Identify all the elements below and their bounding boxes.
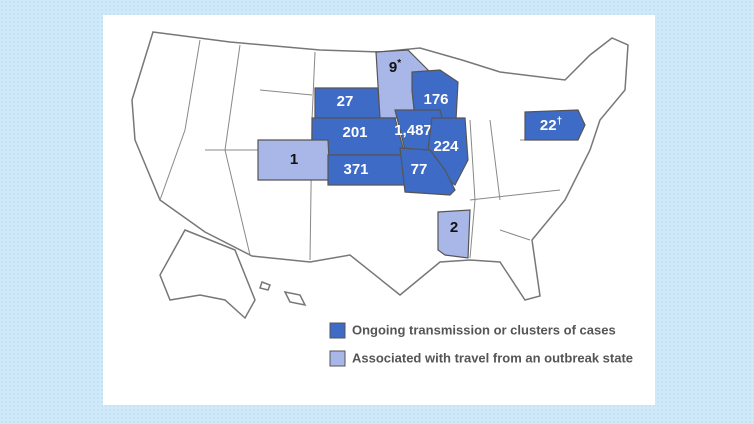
legend-label: Ongoing transmission or clusters of case… xyxy=(352,322,616,337)
region-value: 371 xyxy=(343,161,368,178)
legend-swatch xyxy=(329,350,346,367)
state-region xyxy=(437,209,471,259)
region-value: 1,487 xyxy=(394,122,432,139)
region-value: 1 xyxy=(290,151,298,168)
region-note: † xyxy=(557,116,563,127)
hawaii xyxy=(283,290,307,307)
region-label: 1,487 xyxy=(394,122,432,139)
region-label: 176 xyxy=(423,91,448,108)
region-label: 77 xyxy=(411,161,428,178)
region-value: 176 xyxy=(423,91,448,108)
region-value: 2 xyxy=(450,219,458,236)
legend-label: Associated with travel from an outbreak … xyxy=(352,350,633,365)
region-value: 22 xyxy=(540,117,557,134)
region-value: 77 xyxy=(411,161,428,178)
region-value: 201 xyxy=(342,124,367,141)
region-label: 27 xyxy=(337,93,354,110)
region-label: 371 xyxy=(343,161,368,178)
region-label: 2 xyxy=(450,219,458,236)
region-label: 224 xyxy=(433,138,459,155)
state-region xyxy=(524,109,586,141)
region-value: 27 xyxy=(337,93,354,110)
region-note: * xyxy=(397,58,401,69)
region-label: 22† xyxy=(540,116,562,134)
region-label: 1 xyxy=(290,151,298,168)
alaska xyxy=(159,229,256,320)
region-value: 9 xyxy=(389,59,397,76)
region-label: 9* xyxy=(389,58,401,76)
state-region xyxy=(399,147,456,196)
region-label: 201 xyxy=(342,124,367,141)
hawaii xyxy=(259,281,271,291)
legend-swatch xyxy=(329,322,346,339)
region-value: 224 xyxy=(433,138,459,155)
